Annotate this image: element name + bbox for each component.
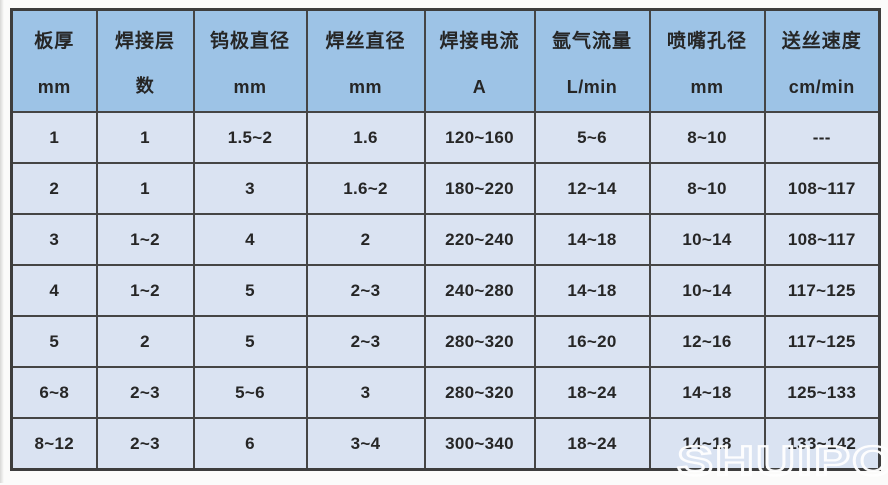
table-cell: 220~240	[423, 213, 536, 266]
header-name: 送丝速度	[781, 31, 862, 52]
table-cell: 14~18	[533, 264, 651, 317]
table-cell: 108~117	[763, 213, 881, 266]
table-cell: 180~220	[423, 162, 536, 215]
table-cell: 1~2	[95, 213, 195, 266]
table-row: 6~8 2~3 5~6 3 280~320 18~24 14~18 125~133	[10, 366, 881, 419]
table-row: 2 1 3 1.6~2 180~220 12~14 8~10 108~117	[10, 162, 881, 215]
header-cell-nozzle-aperture: 喷嘴孔径 mm	[648, 8, 766, 113]
table-cell: 14~18	[648, 417, 766, 471]
table-cell: 4	[192, 213, 308, 266]
table-cell: 117~125	[763, 264, 881, 317]
table-cell: 108~117	[763, 162, 881, 215]
table-cell: 2~3	[95, 366, 195, 419]
table-cell: 2	[305, 213, 426, 266]
header-name: 板厚	[34, 31, 75, 52]
header-name: 焊丝直径	[325, 31, 406, 52]
table-cell: 4	[10, 264, 98, 317]
table-cell: 18~24	[533, 417, 651, 471]
header-unit: cm/min	[788, 77, 855, 97]
table-cell: 2~3	[95, 417, 195, 471]
header-row: 板厚 mm 焊接层 数 钨极直径 mm	[10, 8, 881, 113]
table-cell: ---	[763, 111, 881, 164]
header-unit: 数	[135, 76, 155, 96]
table-row: 1 1 1.5~2 1.6 120~160 5~6 8~10 ---	[10, 111, 881, 164]
table-cell: 8~12	[10, 417, 98, 471]
header-name: 喷嘴孔径	[666, 31, 747, 52]
table-cell: 8~10	[648, 162, 766, 215]
table-cell: 5	[192, 264, 308, 317]
header-cell-tungsten-electrode-diameter: 钨极直径 mm	[192, 8, 308, 113]
table-cell: 1~2	[95, 264, 195, 317]
welding-parameters-table-container: 板厚 mm 焊接层 数 钨极直径 mm	[10, 8, 881, 471]
table-cell: 10~14	[648, 213, 766, 266]
table-cell: 5~6	[192, 366, 308, 419]
table-cell: 3	[305, 366, 426, 419]
header-name: 焊接层	[114, 31, 175, 52]
header-name: 钨极直径	[209, 31, 290, 52]
page-edge-shading	[0, 0, 4, 483]
table-cell: 117~125	[763, 315, 881, 368]
table-cell: 12~16	[648, 315, 766, 368]
table-cell: 6	[192, 417, 308, 471]
header-cell-wire-feed-speed: 送丝速度 cm/min	[763, 8, 881, 113]
table-cell: 120~160	[423, 111, 536, 164]
table-cell: 14~18	[648, 366, 766, 419]
table-row: 4 1~2 5 2~3 240~280 14~18 10~14 117~125	[10, 264, 881, 317]
table-cell: 1.6~2	[305, 162, 426, 215]
table-cell: 1	[95, 162, 195, 215]
table-cell: 280~320	[423, 366, 536, 419]
table-cell: 2	[95, 315, 195, 368]
table-cell: 5~6	[533, 111, 651, 164]
table-cell: 3	[192, 162, 308, 215]
table-row: 8~12 2~3 6 3~4 300~340 18~24 14~18 133~142	[10, 417, 881, 471]
table-cell: 2~3	[305, 264, 426, 317]
table-cell: 5	[192, 315, 308, 368]
table-cell: 1	[95, 111, 195, 164]
table-cell: 280~320	[423, 315, 536, 368]
table-cell: 16~20	[533, 315, 651, 368]
header-cell-argon-flow: 氩气流量 L/min	[533, 8, 651, 113]
table-header: 板厚 mm 焊接层 数 钨极直径 mm	[10, 8, 881, 113]
header-name: 氩气流量	[551, 31, 632, 52]
table-cell: 2	[10, 162, 98, 215]
table-cell: 125~133	[763, 366, 881, 419]
table-row: 3 1~2 4 2 220~240 14~18 10~14 108~117	[10, 213, 881, 266]
table-cell: 3	[10, 213, 98, 266]
table-cell: 10~14	[648, 264, 766, 317]
header-unit: A	[472, 77, 487, 97]
table-cell: 1.6	[305, 111, 426, 164]
header-cell-plate-thickness: 板厚 mm	[10, 8, 98, 113]
welding-parameters-table: 板厚 mm 焊接层 数 钨极直径 mm	[10, 8, 881, 471]
table-cell: 1	[10, 111, 98, 164]
header-unit: mm	[37, 77, 71, 97]
table-cell: 2~3	[305, 315, 426, 368]
header-unit: L/min	[566, 77, 618, 97]
table-cell: 240~280	[423, 264, 536, 317]
table-cell: 300~340	[423, 417, 536, 471]
header-cell-wire-diameter: 焊丝直径 mm	[305, 8, 426, 113]
table-row: 5 2 5 2~3 280~320 16~20 12~16 117~125	[10, 315, 881, 368]
table-body: 1 1 1.5~2 1.6 120~160 5~6 8~10 --- 2 1 3 1.6~2 180~2…	[10, 111, 881, 471]
table-cell: 12~14	[533, 162, 651, 215]
table-cell: 1.5~2	[192, 111, 308, 164]
table-cell: 8~10	[648, 111, 766, 164]
table-cell: 133~142	[763, 417, 881, 471]
header-cell-welding-current: 焊接电流 A	[423, 8, 536, 113]
table-cell: 3~4	[305, 417, 426, 471]
table-cell: 6~8	[10, 366, 98, 419]
header-name: 焊接电流	[439, 31, 520, 52]
header-unit: mm	[233, 77, 267, 97]
header-unit: mm	[690, 77, 724, 97]
table-cell: 18~24	[533, 366, 651, 419]
header-cell-weld-layers: 焊接层 数	[95, 8, 195, 113]
table-cell: 5	[10, 315, 98, 368]
header-unit: mm	[348, 77, 382, 97]
table-cell: 14~18	[533, 213, 651, 266]
